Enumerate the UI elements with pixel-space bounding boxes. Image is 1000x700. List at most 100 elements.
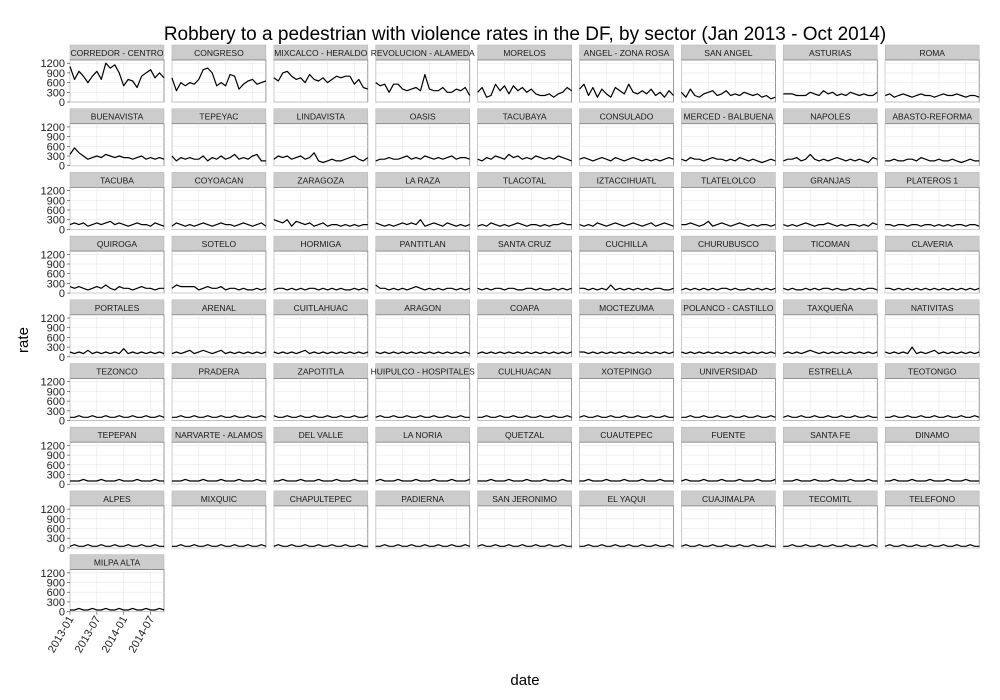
series-line [171, 222, 267, 227]
series-line [579, 415, 674, 418]
panel-ticoman: TICOMAN [782, 235, 878, 294]
panel-strip-label: CHAPULTEPEC [290, 494, 352, 504]
series-line [375, 544, 470, 547]
y-tick-label: 1200 [41, 504, 65, 516]
series-line [579, 351, 674, 355]
panel-chapultepec: CHAPULTEPEC [273, 490, 369, 549]
panel-plot-area [69, 505, 165, 549]
series-line [884, 544, 980, 547]
series-line [273, 544, 368, 547]
panel-strip-label: TEPEYAC [199, 112, 238, 122]
panel-plot-area [69, 59, 165, 103]
panel-coapa: COAPA [477, 299, 573, 358]
panel-strip-label: CORREDOR - CENTRO [70, 48, 163, 58]
panel-strip-label: TEZONCO [96, 367, 138, 377]
x-tick-label: 2014-07 [127, 614, 158, 655]
panel-plot-area [681, 314, 776, 358]
panel-merced-balbuena: MERCED - BALBUENA [681, 108, 776, 167]
panel-dinamo: DINAMO [884, 426, 980, 485]
panel-plot-area [477, 250, 573, 294]
panel-strip-label: TELEFONO [909, 494, 955, 504]
series-line [783, 544, 878, 547]
series-line [681, 478, 776, 482]
series-line [680, 88, 776, 100]
panel-santa-fe: SANTA FE [782, 426, 878, 485]
series-line [273, 287, 369, 291]
series-line [885, 478, 980, 482]
series-line [375, 478, 470, 482]
series-line [681, 220, 776, 227]
panel-strip-label: REVOLUCION - ALAMEDA [371, 48, 475, 58]
panel-strip-label: CLAVERIA [911, 239, 953, 249]
panel-plot-area [171, 378, 267, 421]
panel-pantitlan: PANTITLAN [375, 235, 471, 294]
y-tick-label: 300 [47, 215, 65, 227]
panel-strip-label: GRANJAS [810, 175, 850, 185]
series-line [783, 153, 878, 164]
series-line [171, 284, 267, 291]
panel-strip-label: MORELOS [503, 48, 546, 58]
panel-strip-label: NARVARTE - ALAMOS [175, 430, 263, 440]
panel-la-raza: LA RAZA [375, 172, 471, 230]
y-tick-label: 0 [59, 97, 65, 109]
y-tick-label: 900 [47, 450, 65, 462]
panel-strip-label: TLATELOLCO [701, 175, 756, 185]
y-tick-label: 0 [59, 161, 65, 173]
series-line [783, 90, 878, 97]
panel-plot-area [171, 186, 267, 230]
panel-strip-label: MERCED - BALBUENA [684, 112, 774, 122]
panel-napoles: NAPOLES [782, 108, 878, 167]
panel-strip-label: NAPOLES [810, 112, 850, 122]
panel-strip-label: CUCHILLA [605, 239, 647, 249]
y-tick-label: 600 [47, 141, 65, 153]
series-line [69, 348, 165, 355]
panel-plot-area [375, 378, 471, 421]
panel-oasis: OASIS [375, 108, 471, 167]
panel-plot-area [273, 123, 369, 167]
panel-revolucion-alameda: REVOLUCION - ALAMEDA [371, 44, 475, 103]
panel-strip-label: ANGEL - ZONA ROSA [584, 48, 670, 58]
panel-plot-area [681, 441, 776, 485]
panel-strip-label: ESTRELLA [809, 367, 853, 377]
y-tick-label: 1200 [41, 440, 65, 452]
panel-iztaccihuatl: IZTACCIHUATL [579, 172, 674, 230]
panel-congreso: CONGRESO [171, 44, 267, 103]
panel-plot-area [884, 59, 980, 103]
panel-strip-label: TECOMITL [809, 494, 852, 504]
series-line [884, 93, 980, 98]
panel-strip-label: HORMIGA [300, 239, 341, 249]
panel-plot-area [477, 314, 573, 358]
panel-strip-label: QUIROGA [97, 239, 137, 249]
panel-strip-label: OASIS [410, 112, 436, 122]
y-tick-label: 600 [47, 332, 65, 344]
y-tick-label: 0 [59, 479, 65, 491]
series-line [375, 284, 470, 291]
series-line [69, 62, 165, 89]
panel-strip-label: NATIVITAS [911, 303, 954, 313]
y-tick-label: 600 [47, 78, 65, 90]
panel-strip-label: ALPES [103, 494, 131, 504]
y-tick-label: 300 [47, 533, 65, 545]
y-tick-label: 600 [47, 524, 65, 536]
panel-del-valle: DEL VALLE [273, 426, 369, 485]
y-tick-label: 900 [47, 195, 65, 207]
panel-plot-area [171, 59, 267, 103]
panel-plot-area [681, 250, 776, 294]
panel-aragon: ARAGON [375, 299, 471, 358]
y-tick-label: 600 [47, 269, 65, 281]
panel-strip-label: ABASTO-REFORMA [892, 112, 972, 122]
panel-plot-area [884, 378, 980, 421]
y-tick-label: 1200 [41, 377, 65, 389]
panel-plot-area [782, 186, 878, 230]
panel-huipulco-hospitales: HUIPULCO - HOSPITALES [371, 363, 475, 421]
panel-strip-label: CHURUBUSCO [698, 239, 759, 249]
series-line [273, 478, 368, 482]
panel-morelos: MORELOS [477, 44, 573, 103]
y-tick-label: 900 [47, 514, 65, 526]
panel-plot-area [681, 505, 776, 549]
series-line [579, 544, 674, 547]
panel-plot-area [579, 186, 674, 230]
panel-plot-area [69, 314, 165, 358]
panel-strip-label: PORTALES [95, 303, 140, 313]
series-line [477, 83, 572, 98]
